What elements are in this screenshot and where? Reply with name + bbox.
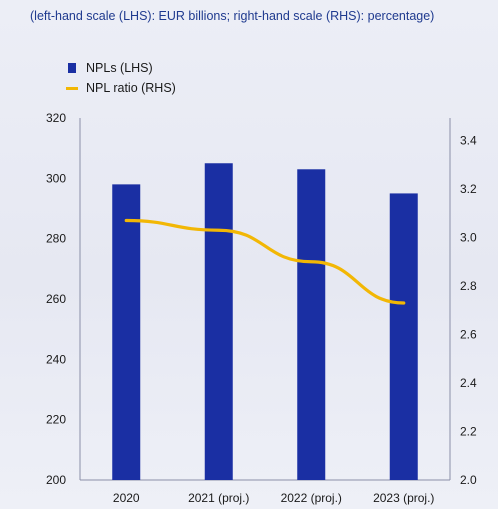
y-right-tick-label: 2.2 (460, 425, 477, 439)
y-right-tick-label: 2.6 (460, 328, 477, 342)
x-tick-label: 2022 (proj.) (281, 491, 342, 505)
legend-swatch-line (66, 86, 78, 90)
y-right-tick-label: 3.2 (460, 182, 477, 196)
y-right-tick-label: 2.0 (460, 473, 477, 487)
y-right-tick-label: 3.0 (460, 231, 477, 245)
legend-label-ratio: NPL ratio (RHS) (86, 81, 176, 95)
legend-item-npls: NPLs (LHS) (66, 58, 176, 78)
npl-ratio-line (124, 218, 406, 305)
bar (297, 169, 326, 481)
legend: NPLs (LHS) NPL ratio (RHS) (66, 58, 176, 98)
y-right-tick-label: 3.4 (460, 134, 477, 148)
x-tick-label: 2023 (proj.) (373, 491, 434, 505)
x-tick-label: 2021 (proj.) (188, 491, 249, 505)
chart-subtitle: (left-hand scale (LHS): EUR billions; ri… (30, 9, 435, 23)
y-left-tick-label: 240 (46, 352, 66, 366)
y-right-tick-label: 2.4 (460, 376, 477, 390)
y-left-tick-label: 260 (46, 292, 66, 306)
legend-label-npls: NPLs (LHS) (86, 61, 153, 75)
y-left-tick-label: 320 (46, 111, 66, 125)
legend-item-ratio: NPL ratio (RHS) (66, 78, 176, 98)
y-left-tick-label: 280 (46, 232, 66, 246)
bar (389, 193, 418, 480)
bar (204, 163, 233, 480)
legend-swatch-bar (68, 63, 76, 73)
y-left-tick-label: 300 (46, 171, 66, 185)
bar (112, 184, 141, 480)
y-left-tick-label: 200 (46, 473, 66, 487)
x-tick-label: 2020 (113, 491, 140, 505)
y-left-tick-label: 220 (46, 413, 66, 427)
y-right-tick-label: 2.8 (460, 279, 477, 293)
